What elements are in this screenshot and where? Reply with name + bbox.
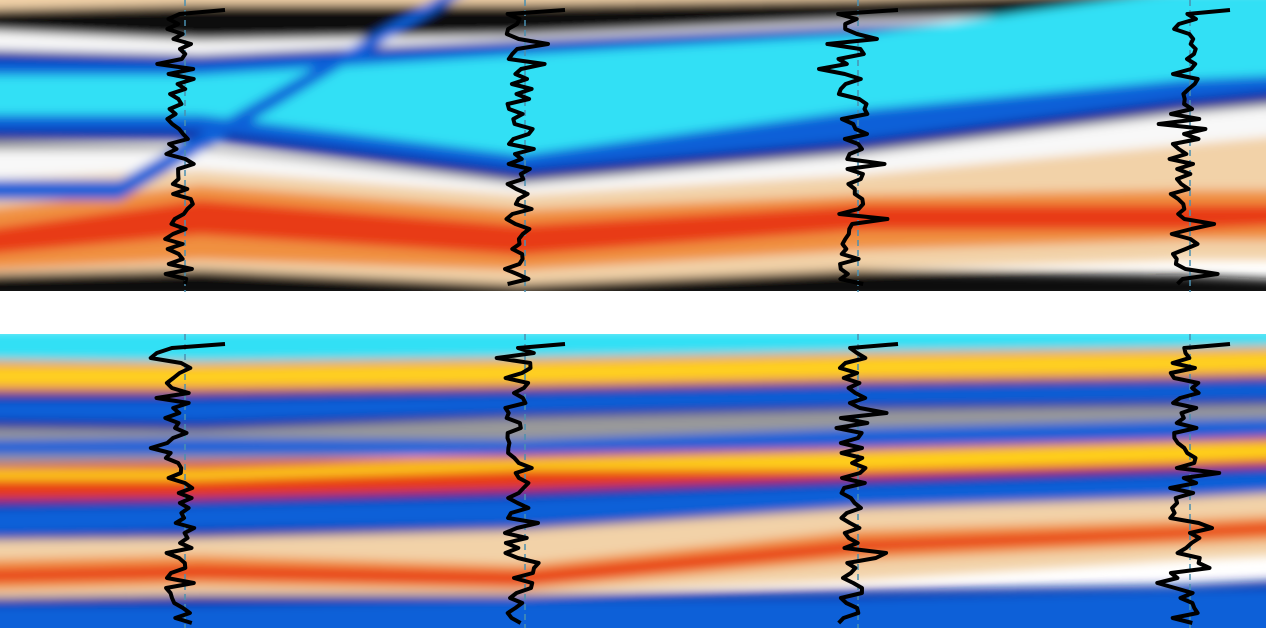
band-white — [0, 107, 1266, 200]
band-cyan — [0, 0, 1266, 155]
band-blue — [0, 418, 1266, 455]
well-log-traces — [148, 0, 1231, 628]
well-log-trace — [503, 8, 566, 286]
band-blue-lens — [0, 0, 454, 200]
band-black — [0, 0, 1266, 50]
band-blue — [0, 382, 1266, 422]
well-log-trace — [1156, 8, 1231, 286]
band-black — [0, 270, 1266, 291]
bottom-seismic-panel — [0, 334, 1266, 628]
well-log-trace — [1155, 342, 1231, 625]
top-seismic-panel — [0, 0, 1266, 291]
band-blue — [0, 471, 1266, 535]
well-log-trace — [817, 8, 899, 286]
band-yellow — [0, 352, 1266, 385]
well-log-trace — [834, 342, 899, 625]
band-yellow — [0, 442, 1266, 480]
well-log-trace — [155, 8, 226, 285]
well-log-trace — [494, 342, 566, 625]
band-red — [0, 523, 1266, 585]
band-red — [0, 200, 1266, 255]
well-log-trace — [148, 342, 226, 625]
band-blue — [0, 588, 1266, 628]
band-cyan — [0, 334, 1266, 365]
